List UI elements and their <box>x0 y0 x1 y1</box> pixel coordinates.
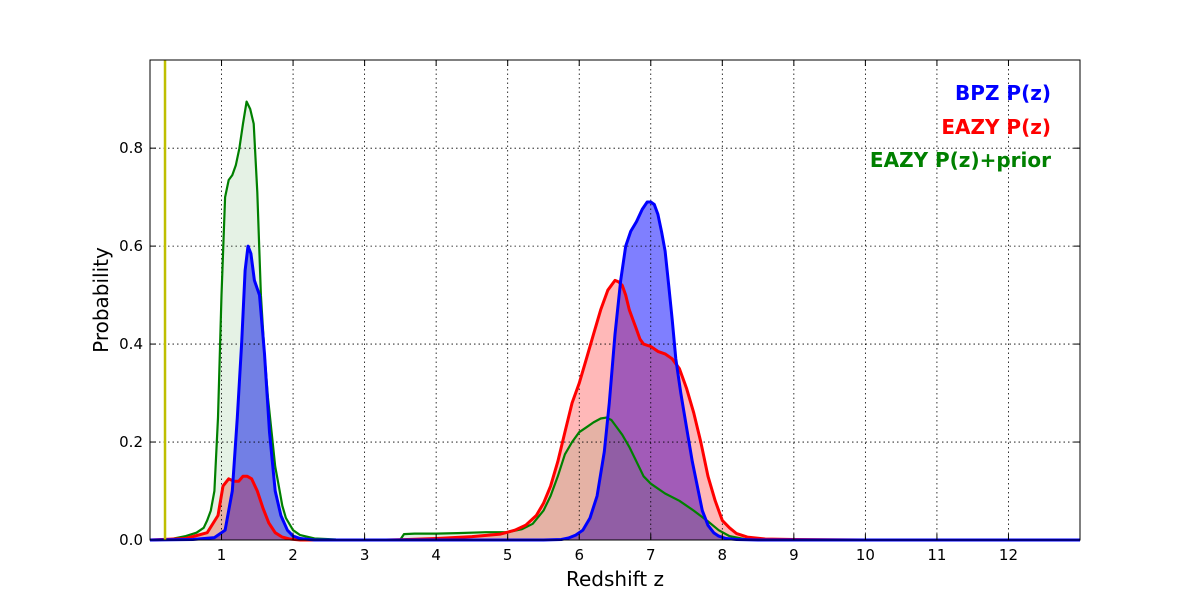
legend-eazy-prior: EAZY P(z)+prior <box>870 148 1051 172</box>
legend-eazy: EAZY P(z) <box>941 115 1051 139</box>
y-tick-label-2: 0.4 <box>119 335 143 353</box>
x-tick-label-7: 8 <box>718 546 728 564</box>
x-tick-label-9: 10 <box>856 546 875 564</box>
legend: BPZ P(z) EAZY P(z) EAZY P(z)+prior <box>870 81 1051 172</box>
series-1-line <box>149 278 1080 542</box>
series-2-line <box>149 100 1080 542</box>
x-tick-label-4: 5 <box>503 546 513 564</box>
x-tick-label-0: 1 <box>217 546 227 564</box>
y-tick-label-0: 0.0 <box>119 531 143 549</box>
x-tick-label-1: 2 <box>288 546 298 564</box>
grid-lines <box>150 60 1080 540</box>
x-tick-label-6: 7 <box>646 546 656 564</box>
x-tick-label-2: 3 <box>360 546 370 564</box>
series-1-area <box>150 280 1080 540</box>
legend-bpz: BPZ P(z) <box>955 81 1051 105</box>
series-fills <box>150 101 1080 540</box>
axis-ticks <box>150 60 1080 541</box>
y-tick-label-4: 0.8 <box>119 139 143 157</box>
series-0-area <box>150 202 1080 540</box>
series-2-area <box>150 101 1080 540</box>
x-tick-label-10: 11 <box>927 546 946 564</box>
y-tick-label-1: 0.2 <box>119 433 143 451</box>
y-tick-label-3: 0.6 <box>119 237 143 255</box>
plot-frame <box>149 59 1081 541</box>
y-axis-label: Probability <box>89 247 113 353</box>
series-0-line <box>149 200 1080 542</box>
x-tick-label-3: 4 <box>431 546 441 564</box>
series-lines <box>149 100 1080 542</box>
x-axis-label: Redshift z <box>566 567 664 591</box>
x-tick-label-5: 6 <box>574 546 584 564</box>
tick-labels: 1 2 3 4 5 6 7 8 9 10 11 120.00.20.40.60.8 <box>119 139 1018 564</box>
x-tick-label-11: 12 <box>999 546 1018 564</box>
x-tick-label-8: 9 <box>789 546 799 564</box>
